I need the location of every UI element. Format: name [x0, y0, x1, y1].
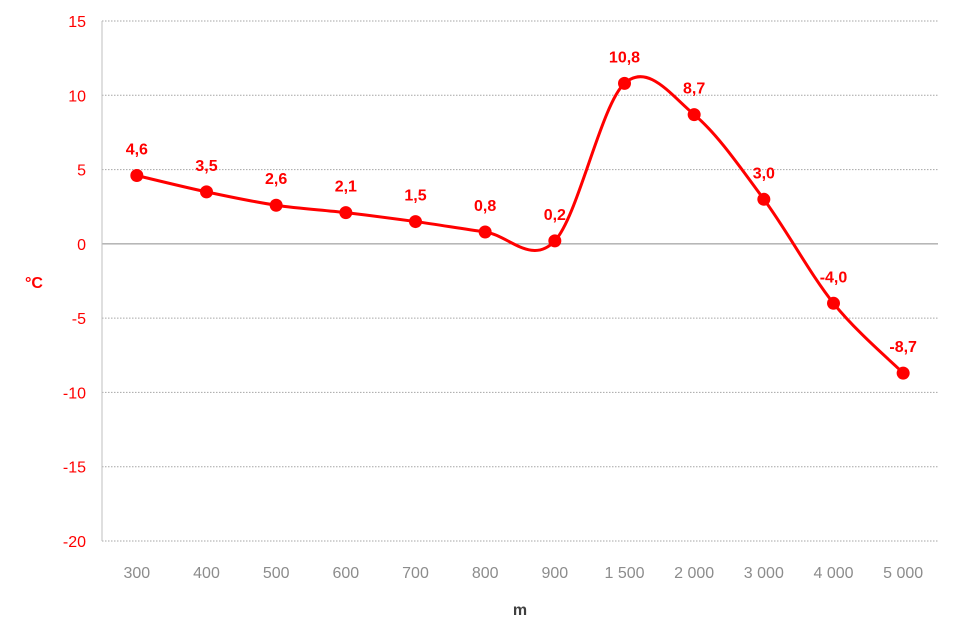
y-tick-label: 15	[68, 14, 86, 31]
series-layer	[130, 75, 910, 380]
x-tick-label: 3 000	[744, 565, 784, 582]
y-tick-label: 0	[77, 237, 86, 254]
x-tick-label: 900	[541, 565, 568, 582]
data-point	[478, 225, 492, 239]
data-label: 0,2	[544, 207, 566, 224]
x-tick-label: 300	[123, 565, 150, 582]
x-tick-label: 600	[332, 565, 359, 582]
x-tick-label: 800	[472, 565, 499, 582]
data-point	[827, 296, 840, 310]
data-label: 10,8	[609, 49, 640, 66]
data-label: 0,8	[474, 198, 496, 215]
data-point	[687, 108, 701, 122]
y-tick-label: 5	[77, 163, 86, 180]
data-point	[618, 76, 631, 90]
data-label: 1,5	[404, 188, 426, 205]
y-tick-label: -10	[63, 385, 86, 402]
x-axis-title: m	[513, 602, 527, 619]
data-point	[269, 198, 283, 212]
data-point	[757, 192, 771, 206]
data-label: 2,1	[335, 179, 357, 196]
data-label: 8,7	[683, 81, 705, 98]
y-axis-ticks: 15 10 5 0 -5 -10 -15 -20	[63, 14, 86, 551]
y-tick-label: 10	[68, 88, 86, 105]
data-point	[130, 169, 144, 183]
data-point	[200, 185, 213, 199]
x-tick-label: 400	[193, 565, 220, 582]
data-point	[409, 215, 422, 229]
data-point	[548, 234, 562, 248]
data-label: 3,5	[195, 158, 217, 175]
data-label: -8,7	[889, 339, 917, 356]
y-tick-label: -5	[72, 311, 86, 328]
x-tick-label: 5 000	[883, 565, 923, 582]
y-axis-title: °C	[25, 275, 43, 292]
x-tick-label: 4 000	[813, 565, 853, 582]
data-label: 4,6	[126, 142, 148, 159]
x-tick-label: 2 000	[674, 565, 714, 582]
data-point	[896, 366, 910, 380]
data-label: 3,0	[753, 165, 775, 182]
gridlines	[101, 20, 938, 542]
x-tick-label: 700	[402, 565, 429, 582]
data-label: 2,6	[265, 171, 287, 188]
data-point	[339, 206, 353, 220]
y-tick-label: -15	[63, 460, 86, 477]
y-tick-label: -20	[63, 534, 86, 551]
x-axis-ticks: 300 400 500 600 700 800 900 1 500 2 000 3 000 4 00…	[123, 565, 923, 582]
series-line	[135, 75, 905, 375]
data-labels: 4,6 3,5 2,6 2,1 1,5 0,8 0,2 10,8 8,7 3,0 -4,0 -8,7	[126, 49, 917, 356]
x-tick-label: 1 500	[604, 565, 644, 582]
x-tick-label: 500	[263, 565, 290, 582]
data-label: -4,0	[820, 269, 848, 286]
